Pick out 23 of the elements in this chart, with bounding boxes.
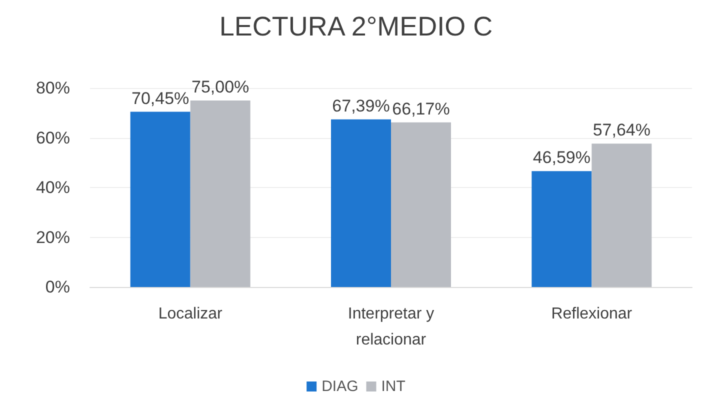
legend-label: INT [381, 378, 406, 395]
y-tick-label: 80% [36, 78, 70, 98]
bar [130, 112, 190, 287]
x-tick-label: Interpretar y relacionar [348, 306, 434, 348]
data-label: 75,00% [191, 77, 250, 96]
y-tick-label: 40% [36, 178, 70, 197]
bar [190, 100, 250, 287]
data-label: 70,45% [131, 88, 190, 108]
legend-label: DIAG [322, 378, 358, 395]
y-tick-label: 60% [36, 128, 70, 148]
x-tick-label: Localizar [158, 306, 224, 322]
chart-title: LECTURA 2°MEDIO C [219, 12, 493, 42]
data-label: 67,39% [332, 96, 390, 116]
data-label: 46,59% [532, 148, 591, 168]
y-tick-label: 0% [45, 278, 70, 296]
x-tick-label: Reflexionar [551, 306, 633, 322]
bar [331, 119, 391, 287]
bar [592, 144, 652, 287]
data-label: 57,64% [592, 120, 651, 140]
bar [391, 122, 451, 287]
bar [532, 171, 592, 287]
y-tick-label: 20% [36, 228, 70, 247]
data-label: 66,17% [392, 99, 450, 118]
